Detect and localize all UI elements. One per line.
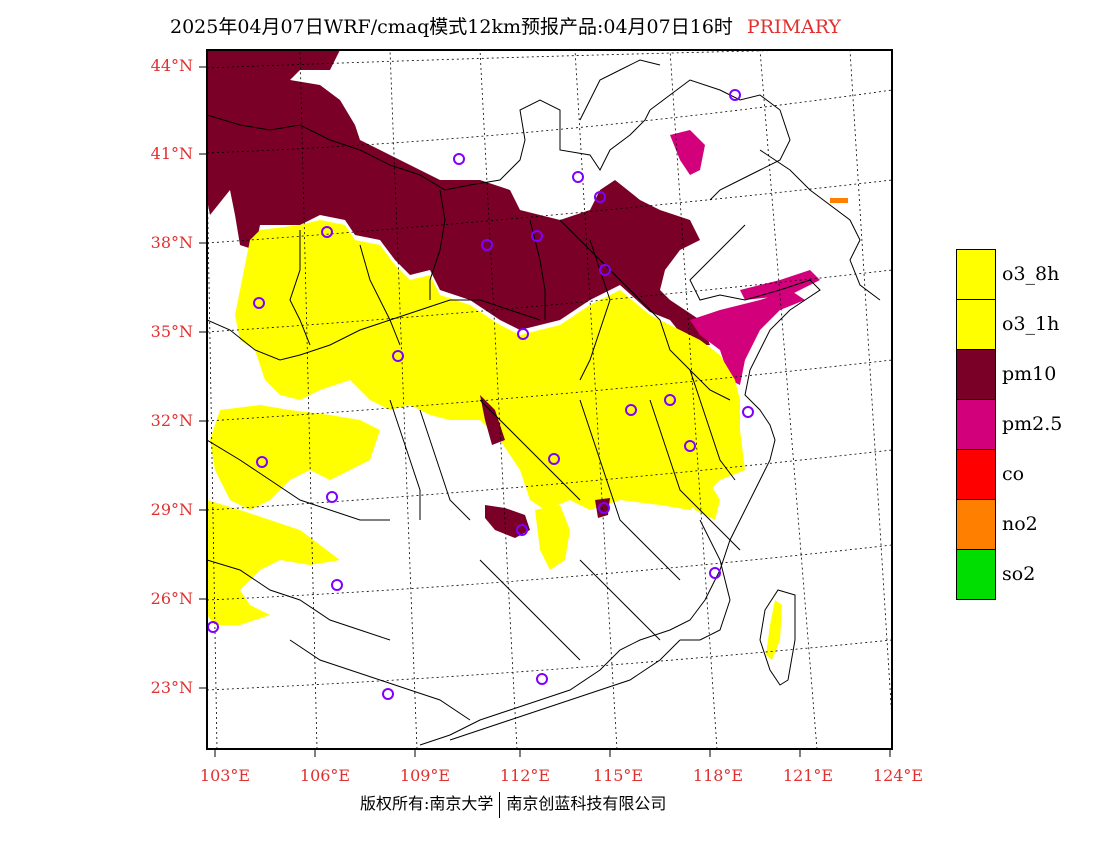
map-title: 2025年04月07日WRF/cmaq模式12km预报产品:04月07日16时 P…: [170, 12, 841, 39]
legend-item-so2: so2: [956, 549, 1035, 600]
legend-label-no2: no2: [1002, 513, 1038, 535]
copyright-credit: 版权所有:南京大学 南京创蓝科技有限公司: [360, 790, 666, 818]
o3-region-jiangxi: [680, 475, 720, 520]
province-boundaries: [207, 59, 791, 741]
lat-label-29n: 29°N: [150, 500, 193, 519]
legend-item-o3-8h: o3_8h: [956, 249, 1059, 300]
legend-swatch-no2: [956, 499, 996, 550]
lat-label-44n: 44°N: [150, 56, 193, 75]
pm10-patch-hubei: [480, 395, 505, 445]
legend-swatch-so2: [956, 549, 996, 600]
credit-right: 南京创蓝科技有限公司: [506, 794, 667, 813]
lon-label-121e: 121°E: [782, 766, 834, 785]
lat-label-41n: 41°N: [150, 144, 193, 163]
legend-label-so2: so2: [1002, 563, 1036, 585]
credit-separator: [499, 791, 501, 818]
no2-patch-dalian: [830, 198, 848, 203]
legend-swatch-pm10: [956, 349, 996, 400]
coastline: [419, 224, 821, 746]
legend-item-pm10: pm10: [956, 349, 1056, 400]
coastline-liaodong: [759, 149, 881, 301]
lon-label-106e: 106°E: [299, 766, 351, 785]
legend-item-co: co: [956, 449, 1025, 500]
o3-region-west: [207, 500, 340, 625]
taiwan-outline: [759, 589, 796, 686]
legend-label-o3-1h: o3_1h: [1002, 313, 1060, 335]
pm25-patch-hebei: [670, 130, 705, 175]
legend-label-pm25: pm2.5: [1002, 413, 1063, 435]
credit-left: 版权所有:南京大学: [360, 794, 494, 813]
legend-item-no2: no2: [956, 499, 1038, 550]
lat-label-26n: 26°N: [150, 589, 193, 608]
o3-patch-taiwan: [766, 600, 782, 660]
legend-swatch-o3-8h: [956, 249, 996, 300]
station-markers: [207, 89, 754, 700]
pm25-patch-shandong-north: [740, 270, 820, 300]
o3-region-hunan: [535, 505, 570, 570]
lon-label-109e: 109°E: [399, 766, 451, 785]
pollutant-legend: o3_8h o3_1h pm10 pm2.5 co no2 so2: [956, 249, 1062, 600]
lon-label-112e: 112°E: [499, 766, 551, 785]
legend-label-o3-8h: o3_8h: [1002, 263, 1060, 285]
legend-swatch-o3-1h: [956, 299, 996, 350]
pm10-region-north: [207, 50, 700, 330]
legend-swatch-co: [956, 449, 996, 500]
lon-label-118e: 118°E: [692, 766, 744, 785]
o3-region-sichuan: [210, 405, 380, 510]
legend-label-co: co: [1002, 463, 1025, 485]
title-primary-tag: PRIMARY: [746, 16, 841, 38]
legend-item-pm25: pm2.5: [956, 399, 1062, 450]
o3-region-central: [235, 220, 745, 510]
pm10-patch-northeast: [620, 280, 710, 345]
pm10-patch-hunan: [485, 505, 530, 538]
lon-label-115e: 115°E: [592, 766, 644, 785]
map-frame: [206, 49, 893, 750]
lon-label-124e: 124°E: [872, 766, 924, 785]
pm25-patch-shandong: [690, 290, 805, 385]
axis-ticks: [199, 66, 891, 757]
lon-label-103e: 103°E: [199, 766, 251, 785]
legend-item-o3-1h: o3_1h: [956, 299, 1059, 350]
lat-label-23n: 23°N: [150, 678, 193, 697]
graticule: [207, 50, 892, 749]
lat-label-35n: 35°N: [150, 322, 193, 341]
legend-label-pm10: pm10: [1002, 363, 1057, 385]
lat-label-32n: 32°N: [150, 411, 193, 430]
legend-swatch-pm25: [956, 399, 996, 450]
lat-label-38n: 38°N: [150, 233, 193, 252]
title-main: 2025年04月07日WRF/cmaq模式12km预报产品:04月07日16时: [170, 16, 733, 38]
